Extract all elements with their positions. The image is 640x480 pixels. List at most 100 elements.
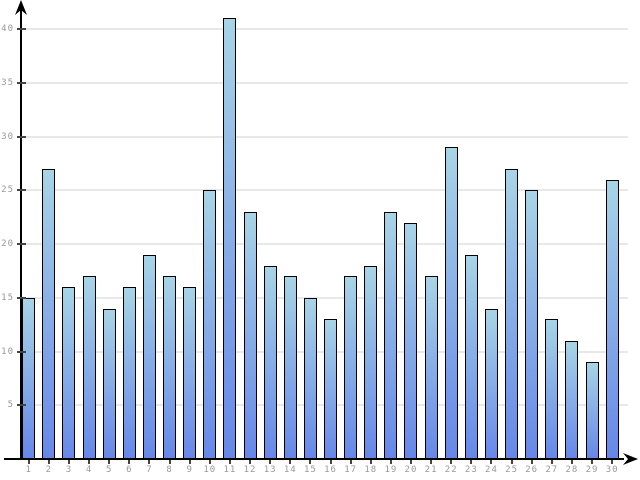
x-axis-tick	[430, 460, 433, 464]
y-tick-label: 10	[1, 346, 14, 357]
bar-22	[444, 147, 458, 459]
x-axis-tick	[269, 460, 272, 464]
gridline	[22, 189, 628, 192]
bar-9	[183, 287, 197, 459]
bar-21	[424, 276, 438, 459]
x-tick-label: 17	[344, 465, 358, 475]
x-tick-label: 9	[186, 465, 193, 475]
bar-14	[283, 276, 297, 459]
x-tick-label: 10	[203, 465, 217, 475]
x-tick-label: 29	[585, 465, 599, 475]
gridline	[22, 28, 628, 30]
y-tick-label: 5	[7, 400, 14, 411]
bar-11	[223, 18, 237, 459]
bar-1	[22, 297, 36, 459]
bar-10	[203, 190, 217, 459]
x-tick-label: 11	[223, 465, 237, 475]
y-axis-tick	[17, 135, 26, 138]
y-axis-tick	[17, 189, 26, 192]
x-tick-label: 16	[324, 465, 337, 475]
bar-19	[384, 211, 398, 459]
bar-8	[163, 276, 177, 459]
x-axis-tick	[128, 460, 131, 464]
bar-2	[42, 168, 56, 459]
x-axis-tick	[329, 460, 332, 464]
bar-5	[102, 308, 116, 459]
x-tick-label: 18	[364, 465, 378, 475]
bar-26	[525, 190, 539, 459]
x-axis-tick	[490, 460, 493, 464]
x-axis-tick	[47, 460, 50, 464]
x-tick-label: 21	[424, 465, 438, 475]
y-axis-tick	[17, 243, 26, 245]
bar-6	[122, 287, 136, 459]
x-tick-label: 27	[545, 465, 559, 475]
x-tick-label: 4	[85, 465, 93, 475]
y-tick-label: 15	[1, 292, 14, 303]
bar-17	[344, 276, 358, 459]
x-axis-tick	[369, 460, 372, 464]
x-axis-tick	[510, 460, 513, 464]
y-axis-tick	[17, 404, 26, 407]
bar-13	[263, 265, 277, 459]
x-axis-tick	[389, 460, 392, 464]
x-axis-tick	[67, 460, 70, 464]
x-axis-tick	[349, 460, 352, 464]
x-tick-label: 1	[25, 465, 32, 475]
bar-24	[484, 308, 498, 459]
x-axis-tick	[27, 460, 30, 464]
x-tick-label: 19	[384, 465, 398, 475]
y-tick-label: 40	[1, 24, 14, 34]
y-tick-label: 30	[1, 131, 14, 142]
axis-arrow-up-icon	[15, 0, 27, 15]
x-tick-label: 5	[105, 465, 113, 475]
bar-16	[324, 319, 337, 459]
x-tick-label: 3	[65, 465, 73, 475]
gridline	[22, 243, 628, 245]
x-tick-label: 23	[464, 465, 478, 475]
y-tick-label: 25	[1, 185, 14, 196]
x-axis-tick	[168, 460, 171, 464]
y-axis-tick	[17, 81, 26, 84]
x-axis-tick	[289, 460, 292, 464]
x-tick-label: 13	[263, 465, 277, 475]
y-axis-tick	[17, 350, 26, 353]
bar-25	[505, 168, 519, 459]
axis-arrow-right-icon	[623, 453, 638, 465]
x-tick-label: 8	[166, 465, 173, 475]
gridline	[22, 81, 628, 84]
x-tick-label: 24	[485, 465, 498, 475]
x-tick-label: 2	[45, 465, 53, 475]
bar-20	[404, 222, 418, 459]
x-axis-tick	[228, 460, 231, 464]
x-tick-label: 20	[404, 465, 418, 475]
x-tick-label: 26	[525, 465, 539, 475]
bar-30	[605, 179, 619, 459]
y-axis-tick	[17, 296, 26, 299]
x-axis-tick	[88, 460, 91, 464]
x-tick-label: 6	[126, 465, 133, 475]
y-tick-label: 20	[1, 239, 14, 249]
x-axis-tick	[450, 460, 453, 464]
bar-29	[585, 362, 599, 459]
x-axis-line	[4, 458, 624, 460]
x-axis-tick	[108, 460, 111, 464]
bar-23	[464, 254, 478, 459]
x-tick-label: 28	[565, 465, 579, 475]
bar-12	[243, 211, 257, 459]
x-tick-label: 22	[444, 465, 458, 475]
x-axis-tick	[309, 460, 312, 464]
x-axis-tick	[188, 460, 191, 464]
x-axis-tick	[591, 460, 594, 464]
x-axis-tick	[570, 460, 573, 464]
bar-7	[142, 254, 156, 459]
x-axis-tick	[530, 460, 533, 464]
bar-15	[303, 297, 317, 459]
gridline	[22, 296, 628, 299]
x-tick-label: 12	[243, 465, 257, 475]
bar-18	[364, 265, 378, 459]
y-axis-tick	[17, 28, 26, 30]
x-tick-label: 25	[505, 465, 518, 475]
x-tick-label: 14	[283, 465, 297, 475]
